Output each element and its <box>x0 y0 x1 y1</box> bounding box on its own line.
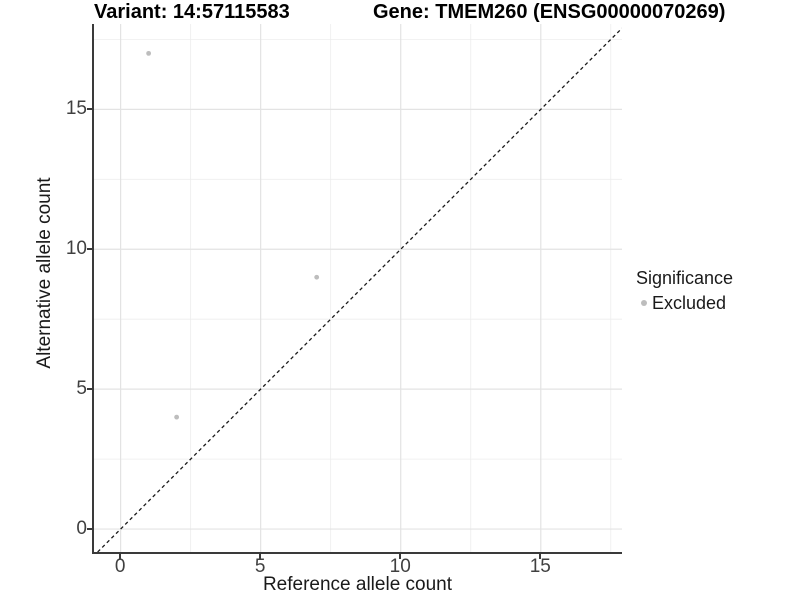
scatter-plot-canvas <box>93 24 622 552</box>
y-axis-title: Alternative allele count <box>34 177 55 369</box>
x-axis-title: Reference allele count <box>262 574 453 595</box>
y-tick-label: 15 <box>65 98 87 120</box>
y-tick-label: 0 <box>76 518 87 540</box>
x-tick-label: 0 <box>114 556 126 577</box>
y-tick-label: 10 <box>65 238 87 260</box>
x-axis-tick <box>539 554 542 559</box>
x-tick-label: 15 <box>529 556 551 577</box>
x-axis-tick <box>259 554 262 559</box>
y-axis-tick <box>86 388 92 391</box>
y-tick-label: 5 <box>76 378 87 400</box>
plot-panel <box>93 24 622 552</box>
data-point <box>173 414 179 420</box>
data-point <box>145 50 151 56</box>
y-axis-tick <box>86 108 92 111</box>
y-axis-line <box>92 24 94 554</box>
legend-item-label: Excluded <box>652 293 727 313</box>
legend-title: Significance <box>636 268 734 288</box>
y-axis-tick <box>86 528 92 530</box>
x-tick-label: 10 <box>389 556 411 577</box>
x-axis-line <box>92 552 622 554</box>
excluded-point-icon <box>641 300 647 306</box>
legend: Significance Excluded <box>636 267 733 314</box>
plot-title-variant: Variant: 14:57115583 <box>94 1 290 23</box>
x-axis-tick <box>399 554 402 559</box>
data-point <box>313 274 319 280</box>
legend-item-excluded: Excluded <box>636 292 733 314</box>
plot-title-gene: Gene: TMEM260 (ENSG00000070269) <box>373 1 726 23</box>
y-axis-tick <box>86 248 92 251</box>
x-axis-tick <box>119 554 121 559</box>
x-tick-label: 5 <box>254 556 266 577</box>
identity-reference-line <box>96 27 622 552</box>
